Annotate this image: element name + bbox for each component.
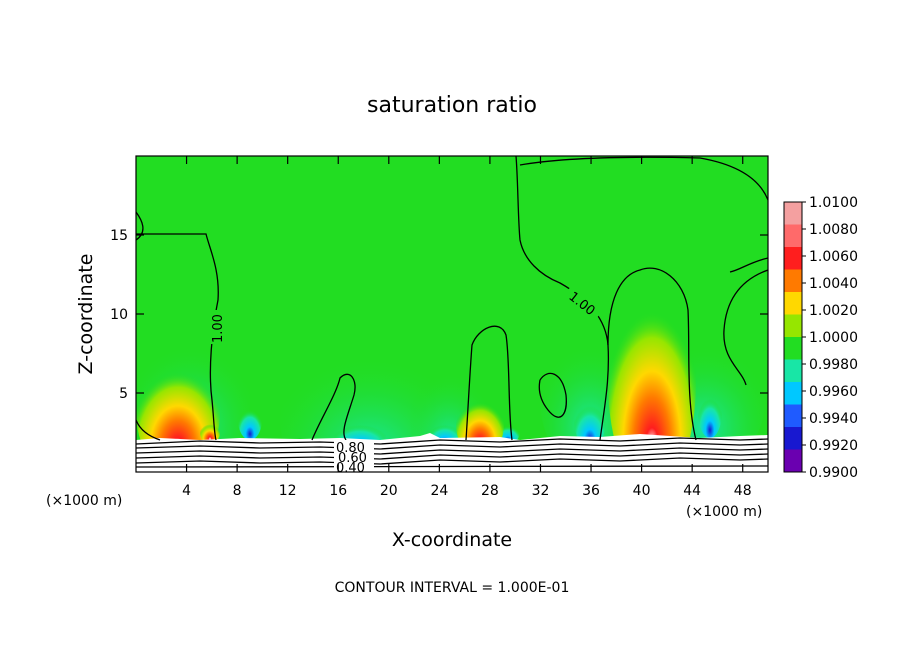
colorbar-swatch [784, 404, 802, 427]
colorbar-swatch [784, 382, 802, 405]
x-axis: 4 8 12 16 20 24 28 32 36 40 44 48 [182, 156, 752, 499]
x-tick-label: 16 [329, 483, 347, 499]
colorbar-swatch [784, 337, 802, 360]
x-tick-label: 40 [633, 483, 651, 499]
x-tick-label: 8 [233, 483, 242, 499]
contour-interval: CONTOUR INTERVAL = 1.000E-01 [335, 580, 570, 596]
x-unit-right: (×1000 m) [686, 504, 762, 520]
colorbar-label: 1.0040 [809, 276, 858, 292]
colorbar-swatch [784, 427, 802, 450]
colorbar-label: 1.0020 [809, 303, 858, 319]
colorbar-swatch [784, 359, 802, 382]
x-tick-label: 24 [430, 483, 448, 499]
colorbar-swatch [784, 314, 802, 337]
x-tick-label: 48 [734, 483, 752, 499]
colorbar-label: 1.0100 [809, 195, 858, 211]
y-tick-label: 5 [119, 386, 128, 402]
x-axis-label: X-coordinate [392, 529, 512, 551]
colorbar-label: 0.9920 [809, 438, 858, 454]
colorbar-label: 1.0000 [809, 330, 858, 346]
x-tick-label: 4 [182, 483, 191, 499]
colorbar-swatch [784, 224, 802, 247]
x-tick-label: 44 [683, 483, 701, 499]
colorbar-label: 1.0080 [809, 222, 858, 238]
contour-label: 0.40 [336, 461, 365, 476]
colorbar-swatch [784, 202, 802, 225]
colorbar-label: 0.9940 [809, 411, 858, 427]
x-tick-label: 12 [279, 483, 297, 499]
contour-label: 0.80 [336, 441, 365, 456]
colorbar-swatch [784, 269, 802, 292]
colorbar-swatch [784, 449, 802, 472]
contour-lines [136, 156, 768, 468]
colorbar: 1.0100 1.0080 1.0060 1.0040 1.0020 1.0000 0.99… [783, 195, 858, 481]
colorbar-label: 0.9960 [809, 384, 858, 400]
contour-labels: 1.00 1.00 0.80 0.60 0.40 [206, 281, 606, 476]
x-tick-label: 28 [481, 483, 499, 499]
y-tick-label: 10 [110, 307, 128, 323]
colorbar-label: 0.9980 [809, 357, 858, 373]
x-unit-left: (×1000 m) [46, 493, 122, 509]
chart-title: saturation ratio [367, 93, 537, 118]
y-axis-label: Z-coordinate [75, 254, 97, 375]
y-axis: 5 10 15 [110, 228, 768, 402]
x-tick-label: 36 [582, 483, 600, 499]
colorbar-swatch [784, 292, 802, 315]
contour-label: 0.60 [338, 451, 367, 466]
x-tick-label: 20 [380, 483, 398, 499]
colorbar-swatch [784, 247, 802, 270]
x-tick-label: 32 [532, 483, 550, 499]
y-tick-label: 15 [110, 228, 128, 244]
colorbar-label: 0.9900 [809, 465, 858, 481]
contour-label: 1.00 [211, 314, 226, 343]
colorbar-label: 1.0060 [809, 249, 858, 265]
